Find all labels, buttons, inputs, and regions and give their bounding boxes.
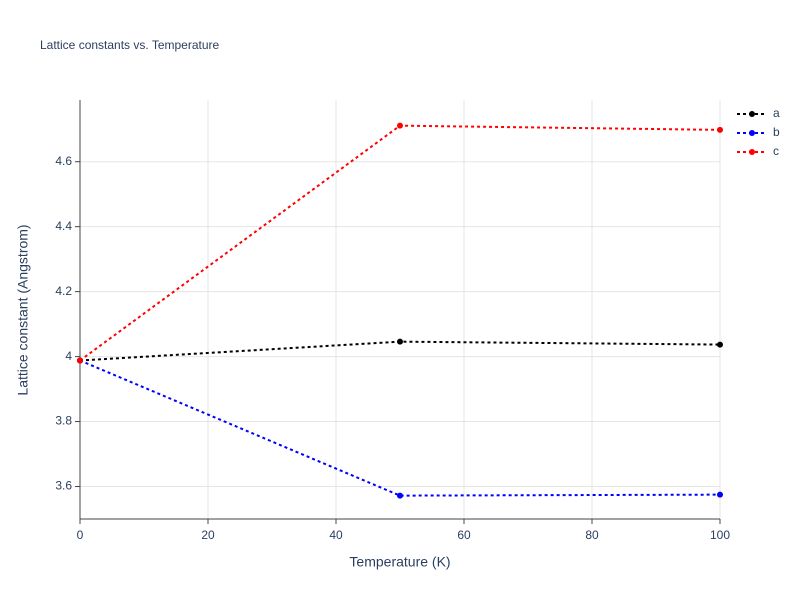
x-tick-label: 100 bbox=[710, 528, 730, 542]
point bbox=[717, 491, 723, 498]
point bbox=[717, 341, 723, 348]
legend-marker bbox=[749, 111, 755, 117]
legend-marker bbox=[749, 149, 755, 155]
point bbox=[397, 122, 403, 129]
point bbox=[77, 357, 83, 364]
y-tick-label: 4.4 bbox=[55, 219, 72, 233]
x-axis-label: Temperature (K) bbox=[349, 554, 450, 570]
legend-marker bbox=[749, 130, 755, 136]
x-tick-label: 80 bbox=[585, 528, 599, 542]
point bbox=[717, 126, 723, 133]
x-tick-label: 0 bbox=[77, 528, 84, 542]
y-tick-label: 4.6 bbox=[55, 154, 72, 168]
y-tick-label: 4 bbox=[65, 349, 72, 363]
legend-label: a bbox=[773, 106, 780, 120]
point bbox=[397, 492, 403, 499]
y-tick-label: 3.8 bbox=[55, 414, 72, 428]
legend-label: c bbox=[773, 144, 779, 158]
legend-label: b bbox=[773, 125, 780, 139]
chart-title: Lattice constants vs. Temperature bbox=[40, 38, 220, 52]
x-tick-label: 40 bbox=[329, 528, 343, 542]
x-tick-label: 20 bbox=[201, 528, 215, 542]
point bbox=[397, 338, 403, 345]
series-line bbox=[79, 124, 721, 362]
x-tick-label: 60 bbox=[457, 528, 471, 542]
series-line bbox=[79, 359, 721, 497]
y-axis-label: Lattice constant (Angstrom) bbox=[15, 224, 31, 395]
y-tick-label: 3.6 bbox=[55, 479, 72, 493]
y-tick-label: 4.2 bbox=[55, 284, 72, 298]
